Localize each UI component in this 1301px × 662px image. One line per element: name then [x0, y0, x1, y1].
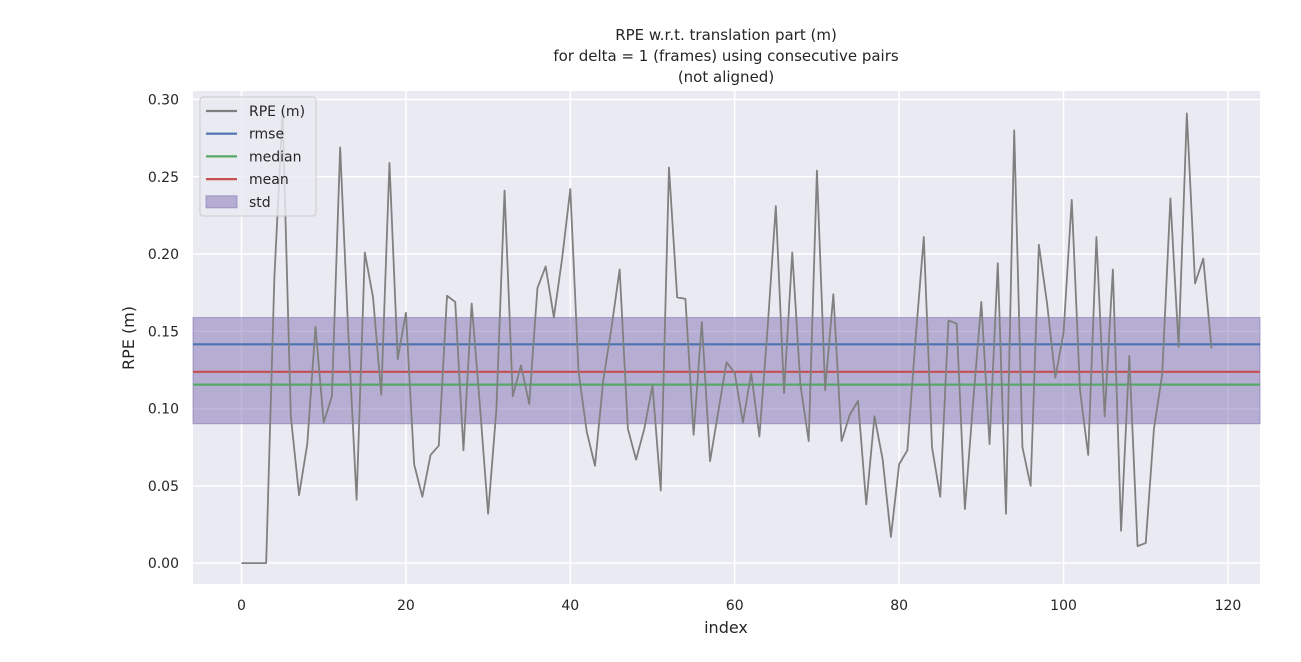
y-tick-label: 0.25 [148, 170, 179, 186]
series-layer [241, 110, 1213, 565]
y-tick-label: 0.00 [148, 556, 179, 572]
legend-label: mean [249, 172, 289, 188]
y-tick-label: 0.05 [148, 479, 179, 495]
y-tick-label: 0.30 [148, 93, 179, 109]
x-tick-label: 0 [237, 598, 246, 614]
title-line-1: RPE w.r.t. translation part (m) [615, 26, 837, 44]
x-tick-label: 20 [397, 598, 415, 614]
y-axis-label: RPE (m) [119, 306, 138, 370]
legend-label: median [249, 149, 301, 165]
legend-label: std [249, 195, 271, 211]
x-tick-labels: 0 20 40 60 80 100 120 [237, 598, 1241, 614]
legend-swatch [205, 195, 238, 209]
x-tick-label: 80 [890, 598, 908, 614]
title-line-2: for delta = 1 (frames) using consecutive… [553, 47, 899, 65]
y-tick-labels: 0.00 0.05 0.10 0.15 0.20 0.25 0.30 [148, 93, 179, 573]
legend: RPE (m) rmse median mean std [199, 96, 317, 217]
x-tick-label: 100 [1050, 598, 1077, 614]
legend-label: RPE (m) [249, 104, 305, 120]
stat-lines-layer [193, 343, 1260, 386]
x-tick-label: 120 [1215, 598, 1242, 614]
y-tick-label: 0.20 [148, 247, 179, 263]
y-tick-label: 0.10 [148, 402, 179, 418]
legend-frame [199, 96, 317, 217]
x-axis-label: index [704, 618, 748, 637]
x-tick-label: 40 [561, 598, 579, 614]
x-tick-label: 60 [726, 598, 744, 614]
legend-label: rmse [249, 127, 284, 143]
title-line-3: (not aligned) [678, 68, 774, 86]
y-tick-label: 0.15 [148, 324, 179, 340]
chart-title: RPE w.r.t. translation part (m) for delt… [553, 26, 899, 86]
rpe-series-line [241, 110, 1213, 565]
